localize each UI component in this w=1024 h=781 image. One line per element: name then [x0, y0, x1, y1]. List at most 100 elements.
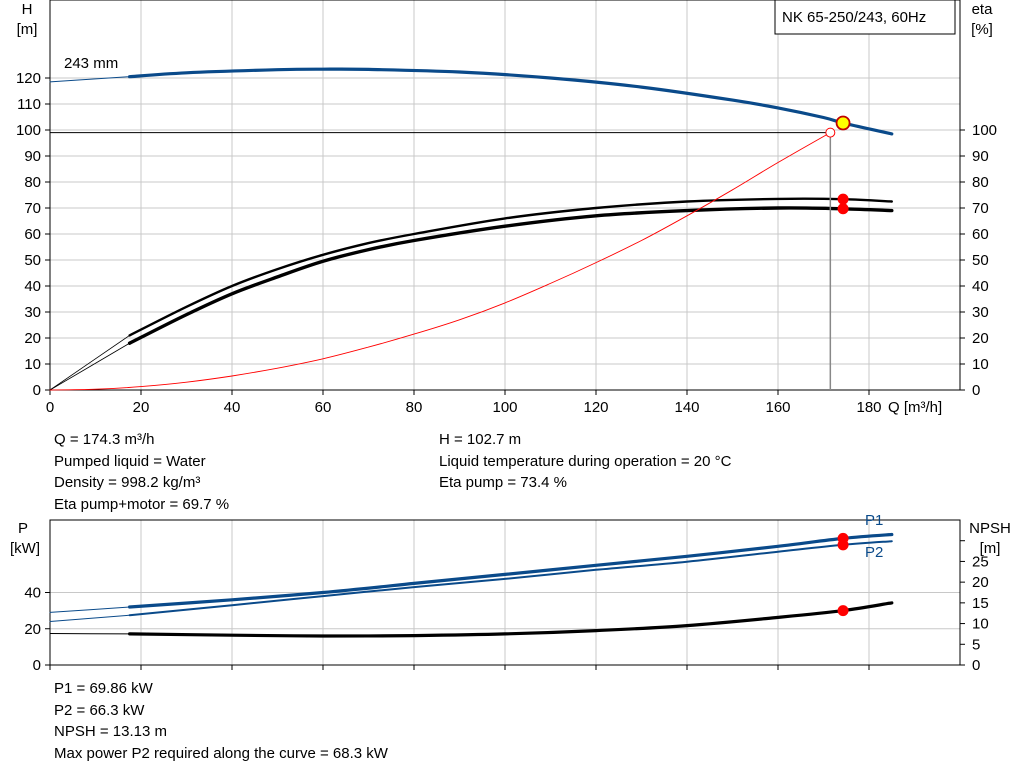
top-chart-x-ticks: 0 20 40 60 80 100 120 140 160 180 — [46, 390, 882, 416]
bottom-right-tick-label: 5 — [972, 636, 980, 653]
result-eta-pump: Eta pump = 73.4 % — [439, 474, 567, 491]
bottom-chart-series — [49, 532, 894, 638]
bottom-chart-right-ticks: 0 5 10 15 20 25 — [960, 540, 989, 674]
result-pumped-liquid: Pumped liquid = Water — [54, 452, 206, 470]
top-left-tick-label: 40 — [24, 278, 41, 295]
top-right-tick-label: 100 — [972, 122, 997, 139]
npsh-operating-point — [837, 605, 849, 617]
top-x-tick-label: 60 — [315, 399, 332, 416]
y-axis-label-npsh-line1: NPSH — [969, 520, 1011, 537]
top-left-tick-label: 10 — [24, 356, 41, 373]
p2-operating-point — [837, 539, 849, 551]
head-curve — [128, 67, 894, 136]
eta-pump-motor-operating-point — [837, 203, 849, 215]
P1-curve — [128, 532, 894, 609]
top-chart-right-ticks: 0 10 20 30 40 50 60 70 80 90 100 — [960, 122, 997, 399]
head-extension-curve — [49, 76, 131, 83]
top-left-tick-label: 120 — [16, 70, 41, 87]
top-x-tick-label: 100 — [492, 399, 517, 416]
bottom-right-tick-label: 25 — [972, 553, 989, 570]
result-max-power: Max power P2 required along the curve = … — [54, 744, 388, 762]
result-head: H = 102.7 m — [439, 431, 522, 448]
bottom-chart-markers — [837, 532, 849, 617]
top-x-tick-label: 160 — [765, 399, 790, 416]
x-axis-label: Q [m³/h] — [888, 399, 942, 416]
bottom-right-tick-label: 0 — [972, 657, 980, 674]
results-top-left: Q = 174.3 m³/h Pumped liquid = Water Den… — [54, 429, 229, 515]
chart-title: NK 65-250/243, 60Hz — [782, 9, 926, 26]
bottom-left-tick-label: 0 — [33, 657, 41, 674]
top-left-tick-label: 80 — [24, 174, 41, 191]
top-left-tick-label: 30 — [24, 304, 41, 321]
series-label-p2: P2 — [865, 544, 883, 561]
NPSH-curve — [128, 601, 894, 638]
top-x-tick-label: 20 — [133, 399, 150, 416]
P2-curve — [128, 540, 893, 617]
bottom-chart-grid — [50, 520, 960, 665]
bottom-chart-x-ticks — [49, 665, 870, 670]
eta-extension-curve — [49, 335, 130, 391]
top-right-tick-label: 0 — [972, 382, 980, 399]
top-x-tick-label: 0 — [46, 399, 54, 416]
top-right-tick-label: 70 — [972, 200, 989, 217]
top-left-tick-label: 90 — [24, 148, 41, 165]
top-left-tick-label: 0 — [33, 382, 41, 399]
result-p1: P1 = 69.86 kW — [54, 680, 153, 697]
bottom-right-tick-label: 15 — [972, 595, 989, 612]
top-right-tick-label: 30 — [972, 304, 989, 321]
eta-pump-operating-point — [837, 193, 849, 205]
top-chart-grid — [50, 0, 960, 390]
y-axis-label-p-line1: P — [18, 520, 28, 537]
result-density: Density = 998.2 kg/m³ — [54, 474, 201, 491]
top-left-tick-label: 70 — [24, 200, 41, 217]
bottom-left-tick-label: 40 — [24, 585, 41, 602]
result-flow: Q = 174.3 m³/h — [54, 431, 155, 448]
top-chart-left-ticks: 0 10 20 30 40 50 60 70 80 90 100 110 120 — [16, 70, 50, 399]
results-bottom: P1 = 69.86 kW P2 = 66.3 kW NPSH = 13.13 … — [54, 678, 388, 764]
y-axis-label-h-line2: [m] — [17, 21, 38, 38]
P2-extension-curve — [49, 614, 131, 622]
top-chart-series — [49, 67, 894, 391]
y-axis-label-eta-line2: [%] — [971, 21, 993, 38]
top-left-tick-label: 110 — [17, 96, 41, 113]
bottom-chart-left-ticks: 0 20 40 — [24, 585, 50, 674]
top-left-tick-label: 100 — [16, 122, 41, 139]
y-axis-label-h-line1: H — [22, 1, 33, 18]
results-top-right: H = 102.7 m Liquid temperature during op… — [439, 429, 731, 494]
top-right-tick-label: 20 — [972, 330, 989, 347]
chart-title-box — [774, 0, 956, 35]
result-eta-pump-motor: Eta pump+motor = 69.7 % — [54, 495, 230, 513]
bottom-right-tick-label: 20 — [972, 574, 989, 591]
top-left-tick-label: 60 — [24, 226, 41, 243]
top-right-tick-label: 80 — [972, 174, 989, 191]
system-point-marker — [825, 127, 836, 138]
top-right-tick-label: 90 — [972, 148, 989, 165]
impeller-diameter-label: 243 mm — [64, 55, 118, 72]
top-x-tick-label: 120 — [583, 399, 608, 416]
eta-pump-curve — [128, 197, 893, 337]
top-left-tick-label: 50 — [24, 252, 41, 269]
result-npsh: NPSH = 13.13 m — [54, 723, 167, 740]
top-chart-markers — [50, 115, 851, 390]
top-right-tick-label: 60 — [972, 226, 989, 243]
top-right-tick-label: 10 — [972, 356, 989, 373]
power-npsh-chart: 0 20 40 0 5 10 15 20 25 P [kW] NPSH [m] P1 P2 — [10, 512, 1011, 674]
top-left-tick-label: 20 — [24, 330, 41, 347]
top-right-tick-label: 50 — [972, 252, 989, 269]
bottom-left-tick-label: 20 — [24, 621, 41, 638]
result-p2: P2 = 66.3 kW — [54, 701, 145, 719]
system-curve-curve — [49, 132, 831, 391]
head-efficiency-chart: 0 20 40 60 80 100 120 140 160 180 010203040506070… — [16, 0, 997, 416]
result-liquid-temperature: Liquid temperature during operation = 20… — [439, 452, 732, 470]
y-axis-label-eta-line1: eta — [972, 1, 994, 18]
eta-motor-extension-curve — [49, 342, 130, 391]
duty-point-marker — [835, 115, 851, 131]
y-axis-label-p-line2: [kW] — [10, 540, 40, 557]
top-right-tick-label: 40 — [972, 278, 989, 295]
top-x-tick-label: 140 — [674, 399, 699, 416]
P1-extension-curve — [49, 606, 131, 613]
series-label-p1: P1 — [865, 512, 883, 529]
y-axis-label-npsh-line2: [m] — [980, 540, 1001, 557]
top-x-tick-label: 40 — [224, 399, 241, 416]
